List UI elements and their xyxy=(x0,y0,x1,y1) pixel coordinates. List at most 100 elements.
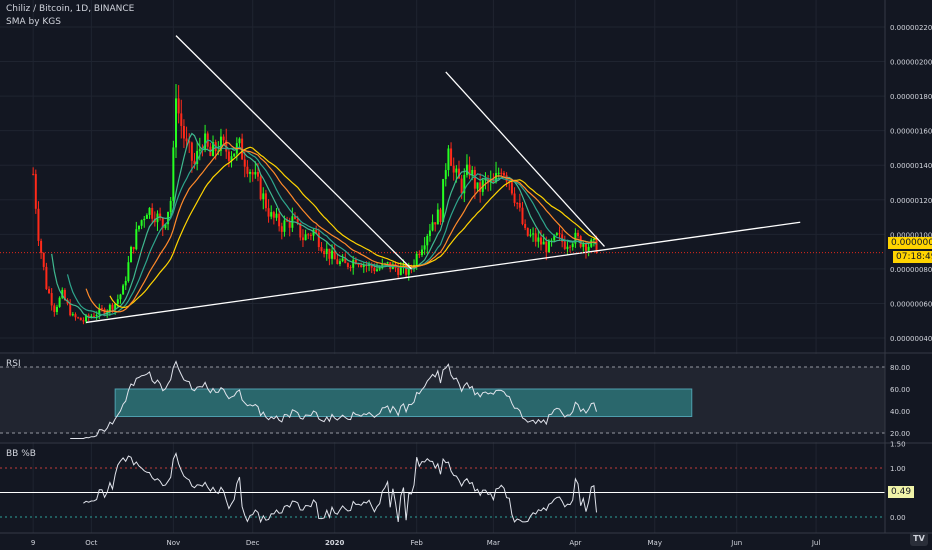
y-tick-label: 0.00000160 xyxy=(890,128,932,136)
candle-body xyxy=(584,243,587,251)
bb-pane[interactable] xyxy=(0,452,885,524)
rsi-tick-label: 80.00 xyxy=(890,364,910,372)
candle-body xyxy=(219,136,222,151)
candle-body xyxy=(190,142,193,161)
candle-body xyxy=(513,193,516,203)
rsi-box xyxy=(114,388,693,417)
candle-body xyxy=(71,314,74,316)
candle-body xyxy=(370,264,373,268)
candle-body xyxy=(53,305,56,312)
candle-body xyxy=(301,237,304,241)
x-tick-label: May xyxy=(647,539,661,547)
candle-body xyxy=(595,238,598,253)
candle-body xyxy=(309,234,312,236)
candle-body xyxy=(198,149,201,151)
y-tick-label: 0.00000060 xyxy=(890,300,932,308)
candle-body xyxy=(423,245,426,250)
candle-body xyxy=(61,289,64,298)
price-pane[interactable] xyxy=(0,35,885,325)
candle-body xyxy=(222,136,225,141)
candle-body xyxy=(77,317,80,319)
candle-body xyxy=(122,285,125,295)
candle-body xyxy=(362,264,365,268)
x-tick-label: 9 xyxy=(31,539,35,547)
candle-body xyxy=(592,238,595,240)
x-tick-label: Jul xyxy=(811,539,821,547)
rsi-pane[interactable] xyxy=(0,354,885,442)
candle-body xyxy=(294,216,297,219)
candle-body xyxy=(354,259,357,265)
last-price-tag: 0.00000093 xyxy=(888,237,932,249)
candle-body xyxy=(325,248,328,255)
candle-body xyxy=(45,266,48,290)
candle-body xyxy=(37,208,40,241)
candle-body xyxy=(465,164,468,175)
candle-body xyxy=(225,140,228,152)
candle-body xyxy=(577,232,580,237)
candle-body xyxy=(132,246,135,250)
candle-body xyxy=(338,261,341,265)
candle-body xyxy=(48,289,51,294)
candle-body xyxy=(476,182,479,189)
candle-body xyxy=(114,303,117,310)
y-tick-label: 0.00000140 xyxy=(890,162,932,170)
candle-body xyxy=(55,306,58,312)
candle-body xyxy=(259,176,262,200)
candle-body xyxy=(185,138,188,142)
candle-body xyxy=(87,315,90,318)
candle-body xyxy=(74,314,77,318)
candle-body xyxy=(275,213,278,218)
candle-body xyxy=(376,269,379,272)
candle-body xyxy=(90,315,93,318)
y-tick-label: 0.00000040 xyxy=(890,335,932,343)
candle-body xyxy=(386,262,389,264)
candle-body xyxy=(251,172,254,175)
candle-body xyxy=(561,234,564,242)
x-tick-label: Jun xyxy=(730,539,742,547)
legend: Chiliz / Bitcoin, 1D, BINANCE SMA by KGS xyxy=(6,3,134,29)
candle-body xyxy=(145,214,148,219)
candle-body xyxy=(455,168,458,173)
candle-body xyxy=(442,179,445,222)
candle-body xyxy=(92,315,95,317)
candle-body xyxy=(238,138,241,144)
countdown-tag: 07:18:49 xyxy=(893,251,932,263)
tradingview-logo[interactable]: TV xyxy=(910,532,928,546)
candle-body xyxy=(571,243,574,248)
candle-body xyxy=(502,172,505,176)
candle-body xyxy=(246,166,249,174)
candle-body xyxy=(119,294,122,300)
candle-body xyxy=(510,182,513,194)
candle-body xyxy=(69,303,72,316)
candle-body xyxy=(426,235,429,246)
candle-body xyxy=(304,234,307,241)
x-tick-label: Mar xyxy=(487,539,500,547)
y-tick-label: 0.00000080 xyxy=(890,266,932,274)
candle-body xyxy=(193,160,196,165)
candle-body xyxy=(558,233,561,235)
candle-body xyxy=(180,113,183,126)
candle-body xyxy=(418,253,421,256)
candle-body xyxy=(159,213,162,219)
candle-body xyxy=(331,250,334,259)
candle-body xyxy=(140,220,143,226)
candle-body xyxy=(553,234,556,241)
candle-body xyxy=(127,262,130,281)
candle-body xyxy=(296,218,299,223)
candle-body xyxy=(312,229,315,236)
rsi-tick-label: 20.00 xyxy=(890,430,910,438)
candle-body xyxy=(288,221,291,228)
candle-body xyxy=(397,268,400,275)
candle-body xyxy=(333,250,336,260)
candle-body xyxy=(563,241,566,249)
rsi-label: RSI xyxy=(6,359,21,369)
candle-body xyxy=(500,172,503,174)
candle-body xyxy=(349,266,352,268)
y-tick-label: 0.00000220 xyxy=(890,24,932,32)
candle-body xyxy=(378,268,381,270)
candle-body xyxy=(479,182,482,192)
candle-body xyxy=(524,223,527,228)
candle-body xyxy=(439,209,442,222)
